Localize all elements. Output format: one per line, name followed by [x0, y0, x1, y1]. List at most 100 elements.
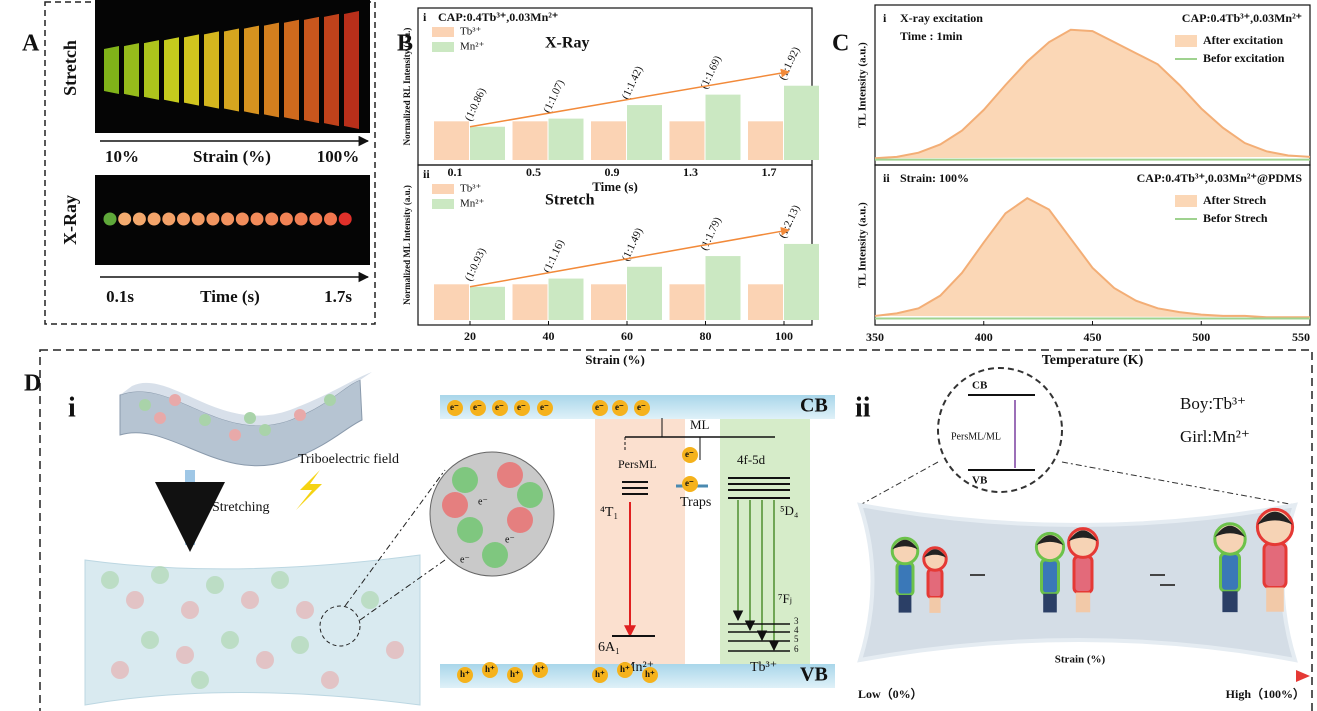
- panel-label: C: [832, 31, 849, 57]
- x-tick-label: 350: [866, 330, 884, 344]
- x-axis-title: Temperature (K): [1042, 353, 1144, 368]
- value-label: (1:2.13): [777, 203, 803, 240]
- particle: [244, 412, 256, 424]
- strip: [224, 29, 239, 112]
- bar: [784, 86, 819, 160]
- bar: [627, 105, 662, 160]
- particle: [324, 394, 336, 406]
- label: Stretching: [212, 500, 270, 515]
- legend-swatch: [1175, 58, 1197, 60]
- glow-dot: [148, 213, 161, 226]
- bar: [670, 121, 705, 160]
- glow-dot: [104, 213, 117, 226]
- y-axis-title: Normalized RL Intensity (a.u.): [402, 28, 412, 146]
- label: High（100%）: [1226, 686, 1305, 701]
- kid-legs: [1222, 591, 1237, 612]
- axis-end: 1.7s: [324, 287, 352, 306]
- label: 6: [794, 644, 799, 654]
- legend-label: Tb³⁺: [460, 183, 482, 195]
- electron: e⁻: [615, 402, 624, 412]
- band-label: VB: [800, 664, 828, 686]
- electron: e⁻: [460, 554, 470, 565]
- glow-dot: [162, 213, 175, 226]
- figure: A Stretch X-Ray 10% Strain (%) 100% 0.1s…: [0, 0, 1317, 711]
- strip: [324, 14, 339, 126]
- legend-label: Befor excitation: [1203, 51, 1285, 65]
- kid-legs: [1043, 594, 1057, 613]
- band-label: CB: [800, 395, 828, 417]
- bar: [784, 244, 819, 320]
- glow-dot: [118, 213, 131, 226]
- kid-body: [897, 563, 913, 595]
- label: 6A₁: [598, 640, 620, 655]
- row-label: Stretch: [60, 40, 80, 96]
- electron: e⁻: [685, 449, 694, 459]
- label: PersML: [618, 457, 657, 471]
- hole: h⁺: [460, 669, 470, 679]
- y-axis-title: Normalized ML Intensity (a.u.): [402, 185, 412, 305]
- kid-legs: [929, 598, 940, 613]
- hole: h⁺: [485, 664, 495, 674]
- particle: [181, 601, 199, 619]
- x-tick-label: 450: [1084, 330, 1102, 344]
- value-label: (1:1.16): [541, 238, 567, 275]
- label: ⁷Fⱼ: [778, 591, 792, 606]
- legend-swatch: [432, 184, 454, 194]
- particle: [111, 661, 129, 679]
- lightning-icon: [296, 470, 322, 510]
- hole: h⁺: [535, 664, 545, 674]
- particle: [139, 399, 151, 411]
- particle: [191, 671, 209, 689]
- glow-dot: [339, 213, 352, 226]
- hole: h⁺: [595, 669, 605, 679]
- x-tick-label: 1.3: [683, 165, 698, 179]
- mn-column: [595, 419, 685, 664]
- value-label: (1:1.07): [541, 78, 567, 115]
- hole: h⁺: [510, 669, 520, 679]
- strip: [284, 20, 299, 121]
- glow-dot: [236, 213, 249, 226]
- annotation: X-ray excitation: [900, 11, 983, 25]
- label: ⁴T₁: [600, 505, 618, 520]
- value-label: (1:1.92): [777, 45, 803, 82]
- electron: e⁻: [478, 496, 488, 507]
- value-label: (1:0.93): [463, 246, 489, 283]
- kid-body: [928, 570, 942, 598]
- kid-legs: [1266, 588, 1284, 612]
- legend-label: Befor Strech: [1203, 211, 1268, 225]
- particle: [482, 542, 508, 568]
- label: Strain (%): [1055, 654, 1106, 666]
- bar: [470, 127, 505, 160]
- particle: [442, 492, 468, 518]
- bar: [470, 287, 505, 320]
- glow-dot: [251, 213, 264, 226]
- electron: e⁻: [540, 402, 549, 412]
- hole: h⁺: [620, 664, 630, 674]
- glow-dot: [280, 213, 293, 226]
- annotation: Stretch: [545, 192, 595, 209]
- x-tick-label: 550: [1292, 330, 1310, 344]
- particle: [176, 646, 194, 664]
- legend-swatch: [1175, 195, 1197, 207]
- x-tick-label: 400: [975, 330, 993, 344]
- axis-title: Time (s): [200, 287, 260, 306]
- particle: [497, 462, 523, 488]
- particle: [386, 641, 404, 659]
- legend-swatch: [432, 42, 454, 52]
- strip: [124, 43, 139, 97]
- particle: [141, 631, 159, 649]
- tl-curve: [875, 30, 1310, 159]
- zoom-line: [1062, 462, 1295, 505]
- particle: [361, 591, 379, 609]
- bar: [434, 284, 469, 320]
- particle: [457, 517, 483, 543]
- chart-title: CAP:0.4Tb³⁺,0.03Mn²⁺: [438, 10, 558, 24]
- particle: [151, 566, 169, 584]
- bar: [434, 121, 469, 160]
- particle: [256, 651, 274, 669]
- particle: [206, 576, 224, 594]
- electron: e⁻: [637, 402, 646, 412]
- legend-label: Mn²⁺: [460, 198, 485, 210]
- label: ⁵D₄: [780, 503, 799, 518]
- electron: e⁻: [505, 534, 515, 545]
